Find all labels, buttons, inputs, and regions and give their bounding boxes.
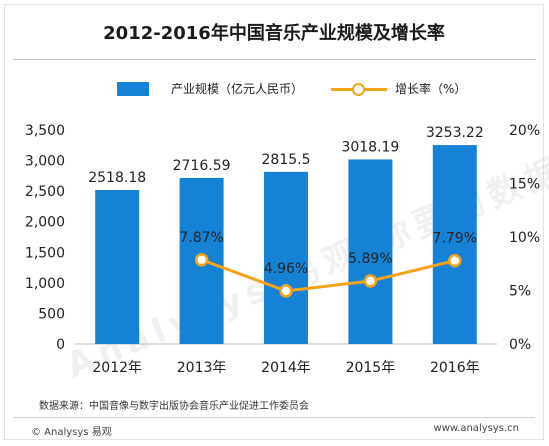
chart-frame: 2012-2016年中国音乐产业规模及增长率 产业规模（亿元人民币） 增长率（%… <box>4 4 549 440</box>
bar-value-label: 3018.19 <box>341 139 399 155</box>
chart-title: 2012-2016年中国音乐产业规模及增长率 <box>103 23 445 44</box>
x-tick-label: 2013年 <box>177 360 227 376</box>
y-left-tick-label: 1,000 <box>25 276 65 292</box>
footer-divider <box>13 417 535 418</box>
bar-value-label: 3253.22 <box>426 125 484 141</box>
y-left-tick-label: 1,500 <box>25 245 65 261</box>
bar-value-label: 2716.59 <box>173 158 231 174</box>
y-right-tick-label: 20% <box>509 123 540 139</box>
legend-swatch-bar <box>117 81 149 96</box>
x-tick-label: 2012年 <box>92 360 142 376</box>
legend: 产业规模（亿元人民币） 增长率（%） <box>5 80 543 96</box>
title-divider <box>13 59 535 60</box>
x-tick-label: 2014年 <box>261 360 311 376</box>
y-left-tick-label: 0 <box>56 337 65 353</box>
legend-label-bar: 产业规模（亿元人民币） <box>171 82 304 96</box>
y-left-tick-label: 500 <box>38 306 65 322</box>
y-right-tick-label: 15% <box>509 177 540 193</box>
bar <box>264 171 308 344</box>
site-url: www.analysys.cn <box>433 423 519 434</box>
brand-logo-text: © Analysys 易观 <box>31 427 112 438</box>
bar-value-label: 2815.5 <box>262 152 311 168</box>
legend-item-line: 增长率（%） <box>331 80 466 97</box>
x-tick-label: 2015年 <box>346 360 396 376</box>
y-right-tick-label: 5% <box>509 284 531 300</box>
growth-line <box>201 258 456 293</box>
bar <box>95 190 140 344</box>
growth-point <box>448 253 462 268</box>
x-tick-label: 2016年 <box>430 360 480 376</box>
growth-value-label: 4.96% <box>264 261 308 277</box>
y-left-tick-label: 2,000 <box>25 215 65 231</box>
y-right-tick-label: 0% <box>509 337 531 353</box>
y-left-tick-label: 3,500 <box>25 123 65 139</box>
growth-point <box>279 284 293 298</box>
y-right-tick-label: 10% <box>509 230 540 246</box>
legend-swatch-line <box>331 82 387 96</box>
growth-value-label: 5.89% <box>348 251 392 267</box>
bar <box>432 145 477 344</box>
y-left-tick-label: 2,500 <box>25 184 65 200</box>
bar <box>348 159 393 344</box>
growth-point <box>194 253 209 267</box>
growth-value-label: 7.87% <box>179 230 223 246</box>
y-left-tick-label: 3,000 <box>25 154 65 170</box>
bar-value-label: 2518.18 <box>88 170 146 186</box>
legend-label-line: 增长率（%） <box>395 82 467 96</box>
legend-item-bars: 产业规模（亿元人民币） <box>117 80 303 97</box>
growth-value-label: 7.79% <box>433 231 477 247</box>
growth-point <box>363 274 378 288</box>
data-source: 数据来源：中国音像与数字出版协会音乐产业促进工作委员会 <box>39 401 309 412</box>
chart-plot: 0 500 1,000 1,500 2,000 2,500 3,000 3,500 0% 5% 10… <box>25 123 540 376</box>
